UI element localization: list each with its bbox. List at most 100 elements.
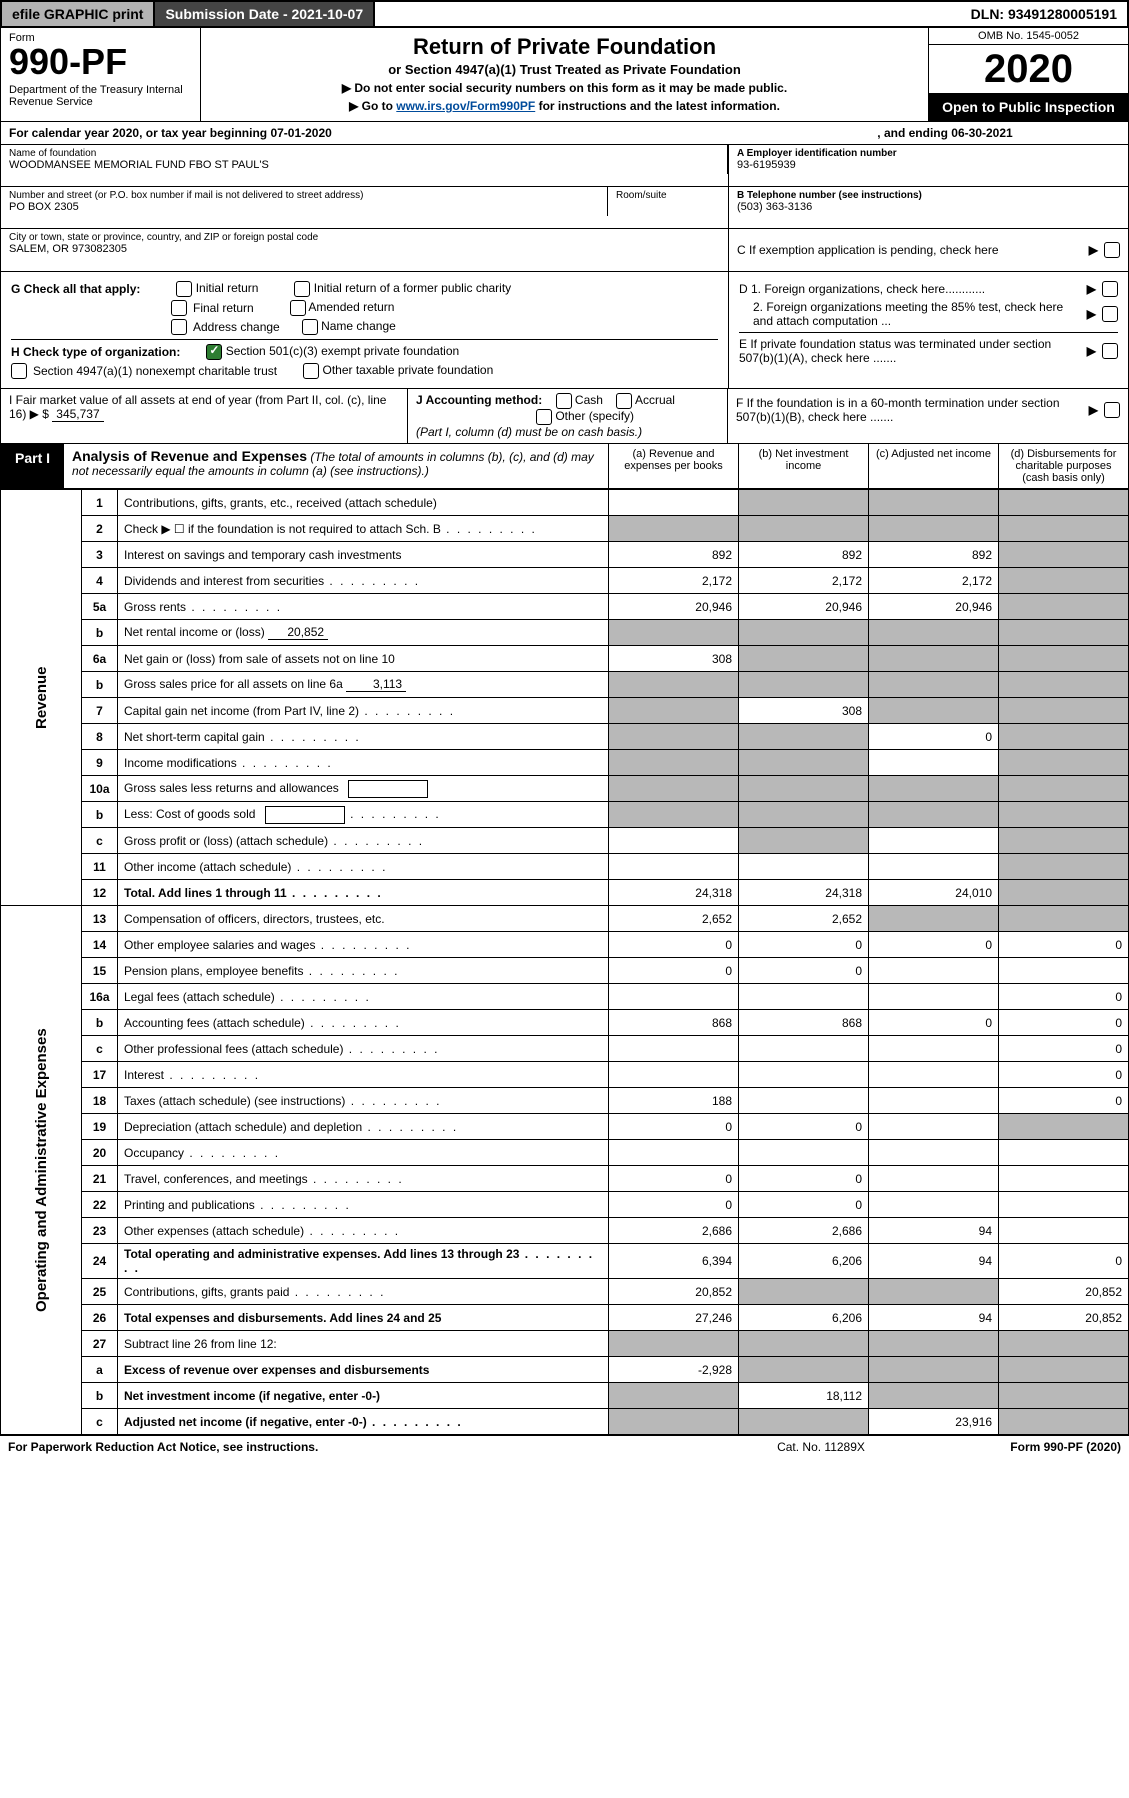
value-cell: 20,946 [739, 594, 869, 620]
line-number: b [82, 802, 118, 828]
j-cash-checkbox[interactable] [556, 393, 572, 409]
value-cell [609, 854, 739, 880]
table-row: cGross profit or (loss) (attach schedule… [1, 828, 1129, 854]
value-cell [609, 620, 739, 646]
exemption-checkbox[interactable] [1104, 242, 1120, 258]
ein-val: 93-6195939 [737, 159, 1120, 171]
h-label: H Check type of organization: [11, 345, 180, 359]
value-cell [869, 958, 999, 984]
value-cell [869, 620, 999, 646]
table-row: bNet rental income or (loss) 20,852 [1, 620, 1129, 646]
efile-button[interactable]: efile GRAPHIC print [2, 2, 155, 26]
table-row: 16aLegal fees (attach schedule)0 [1, 984, 1129, 1010]
value-cell [999, 490, 1129, 516]
line-description: Other expenses (attach schedule) [118, 1218, 609, 1244]
value-cell [869, 1140, 999, 1166]
value-cell [869, 854, 999, 880]
g-initial-return-checkbox[interactable] [176, 281, 192, 297]
table-row: aExcess of revenue over expenses and dis… [1, 1357, 1129, 1383]
line-description: Contributions, gifts, grants paid [118, 1279, 609, 1305]
table-row: 6aNet gain or (loss) from sale of assets… [1, 646, 1129, 672]
value-cell [999, 1140, 1129, 1166]
line-description: Total expenses and disbursements. Add li… [118, 1305, 609, 1331]
line-description: Less: Cost of goods sold [118, 802, 609, 828]
j-other: Other (specify) [555, 409, 634, 423]
line-number: 6a [82, 646, 118, 672]
value-cell [739, 854, 869, 880]
g-name: Name change [321, 319, 396, 333]
j-label: J Accounting method: [416, 393, 542, 407]
line-description: Other employee salaries and wages [118, 932, 609, 958]
h-other-checkbox[interactable] [303, 363, 319, 379]
h-4947-checkbox[interactable] [11, 363, 27, 379]
col-a-header: (a) Revenue and expenses per books [608, 444, 738, 488]
line-number: 13 [82, 906, 118, 932]
value-cell [999, 1166, 1129, 1192]
value-cell [869, 1383, 999, 1409]
line-number: 25 [82, 1279, 118, 1305]
value-cell [739, 672, 869, 698]
line-description: Net rental income or (loss) 20,852 [118, 620, 609, 646]
form-ref: Form 990-PF (2020) [921, 1440, 1121, 1454]
h-501c3: Section 501(c)(3) exempt private foundat… [226, 344, 459, 358]
d2-checkbox[interactable] [1102, 306, 1118, 322]
value-cell: 308 [739, 698, 869, 724]
info-grid: Name of foundation WOODMANSEE MEMORIAL F… [0, 145, 1129, 272]
table-row: 8Net short-term capital gain0 [1, 724, 1129, 750]
value-cell [999, 1218, 1129, 1244]
line-description: Pension plans, employee benefits [118, 958, 609, 984]
f-label: F If the foundation is in a 60-month ter… [736, 396, 1083, 424]
table-row: bGross sales price for all assets on lin… [1, 672, 1129, 698]
g-initial-former-checkbox[interactable] [294, 281, 310, 297]
e-checkbox[interactable] [1102, 343, 1118, 359]
d1-checkbox[interactable] [1102, 281, 1118, 297]
line-description: Interest on savings and temporary cash i… [118, 542, 609, 568]
line-description: Legal fees (attach schedule) [118, 984, 609, 1010]
table-row: 9Income modifications [1, 750, 1129, 776]
value-cell [609, 490, 739, 516]
value-cell [739, 724, 869, 750]
value-cell: 6,394 [609, 1244, 739, 1279]
form-title: Return of Private Foundation [209, 34, 920, 60]
f-checkbox[interactable] [1104, 402, 1120, 418]
g-name-checkbox[interactable] [302, 319, 318, 335]
g-amended-checkbox[interactable] [290, 300, 306, 316]
value-cell: 94 [869, 1218, 999, 1244]
line-description: Gross rents [118, 594, 609, 620]
value-cell [999, 958, 1129, 984]
line-description: Total. Add lines 1 through 11 [118, 880, 609, 906]
line-number: 20 [82, 1140, 118, 1166]
g-address-checkbox[interactable] [171, 319, 187, 335]
table-row: 26Total expenses and disbursements. Add … [1, 1305, 1129, 1331]
line-number: 23 [82, 1218, 118, 1244]
value-cell [999, 646, 1129, 672]
table-row: 21Travel, conferences, and meetings00 [1, 1166, 1129, 1192]
irs-link[interactable]: www.irs.gov/Form990PF [396, 99, 535, 113]
cal-year-begin: For calendar year 2020, or tax year begi… [9, 126, 770, 140]
h-501c3-checkbox[interactable] [206, 344, 222, 360]
value-cell [739, 490, 869, 516]
phone-label: B Telephone number (see instructions) [737, 190, 1120, 201]
value-cell [869, 1114, 999, 1140]
value-cell [869, 1166, 999, 1192]
table-row: bNet investment income (if negative, ent… [1, 1383, 1129, 1409]
value-cell: 0 [609, 932, 739, 958]
value-cell: 24,318 [739, 880, 869, 906]
value-cell [869, 1036, 999, 1062]
arrow-icon: ▶ [1087, 307, 1096, 321]
j-accrual-checkbox[interactable] [616, 393, 632, 409]
value-cell: 20,946 [609, 594, 739, 620]
room-label: Room/suite [616, 190, 720, 201]
table-row: 24Total operating and administrative exp… [1, 1244, 1129, 1279]
arrow-icon: ▶ [1087, 344, 1096, 358]
value-cell [869, 1192, 999, 1218]
line-number: b [82, 1383, 118, 1409]
value-cell: 24,318 [609, 880, 739, 906]
value-cell [609, 516, 739, 542]
g-final-checkbox[interactable] [171, 300, 187, 316]
value-cell: 0 [999, 1010, 1129, 1036]
table-row: 27Subtract line 26 from line 12: [1, 1331, 1129, 1357]
phone-val: (503) 363-3136 [737, 201, 1120, 213]
j-other-checkbox[interactable] [536, 409, 552, 425]
goto-post: for instructions and the latest informat… [535, 99, 780, 113]
